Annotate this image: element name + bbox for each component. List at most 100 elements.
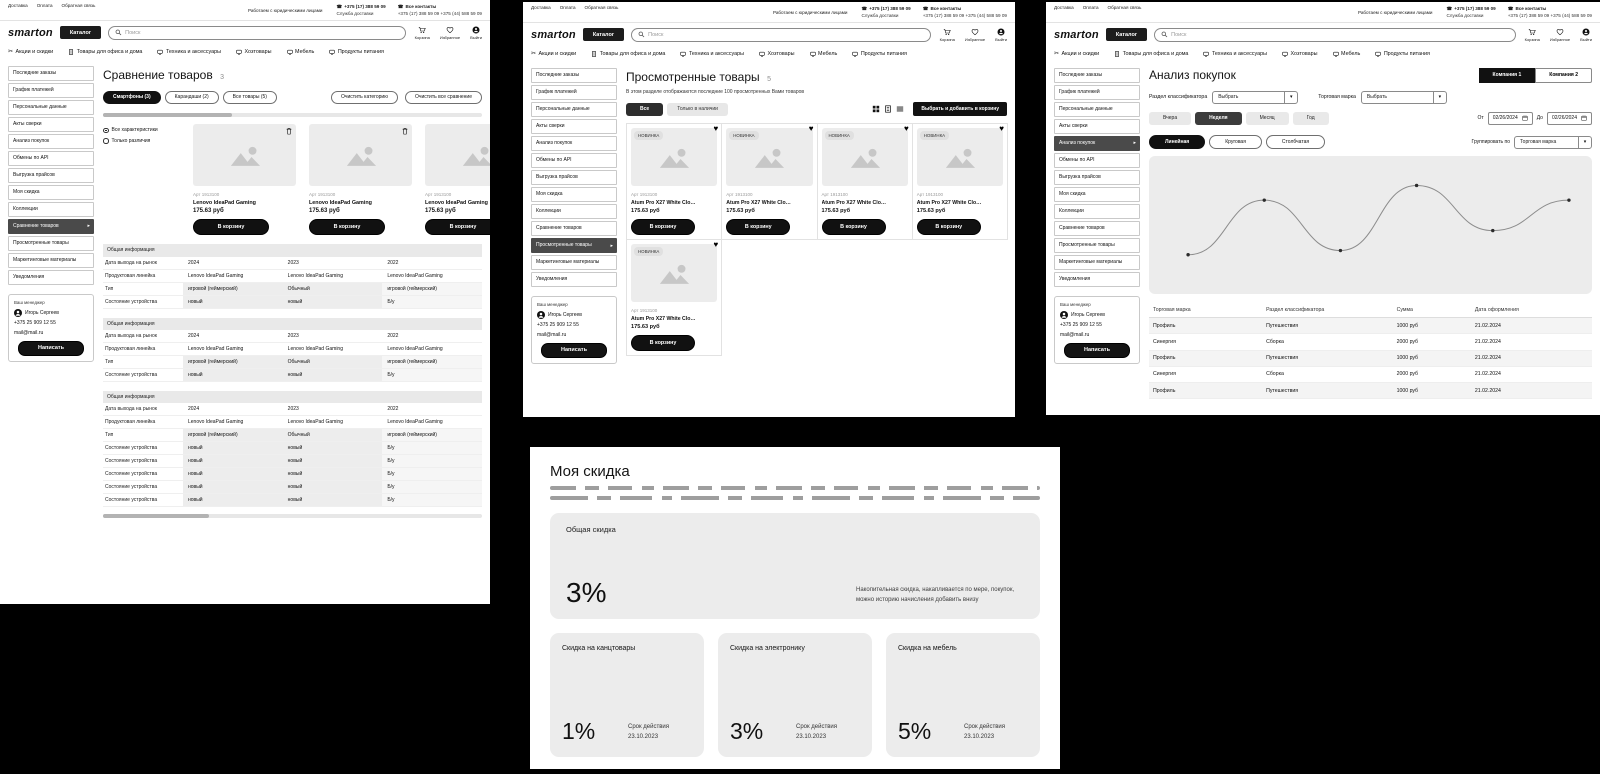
clear-category-button[interactable]: Очистить категорию [331,90,398,105]
product-card[interactable]: НОВИНКА ♥ Арт 1913100 Atum Pro X27 White… [626,239,723,357]
add-to-cart-button[interactable]: В корзину [425,219,490,236]
utility-link[interactable]: Доставка [531,5,551,10]
logo[interactable]: smarton [531,28,576,41]
cart-action[interactable]: Корзина [1525,28,1540,42]
favorite-heart-icon[interactable]: ♥ [713,124,719,134]
nav-item-household[interactable]: Хозтовары [236,49,272,55]
sidebar-item[interactable]: Выгрузка прайсов [8,167,94,183]
search-box[interactable] [631,27,931,42]
utility-link[interactable]: Оплата [1082,5,1099,10]
sidebar-item[interactable]: Просмотренные товары [1054,238,1140,254]
doc-view-icon[interactable] [884,105,892,113]
grid-view-icon[interactable] [872,105,880,113]
product-card[interactable]: НОВИНКА ♥ Арт 1913100 Atum Pro X27 White… [721,123,818,241]
period-tab[interactable]: Вчера [1149,111,1192,126]
sidebar-item[interactable]: Выгрузка прайсов [1054,169,1140,185]
period-tab[interactable]: Месяц [1245,111,1289,126]
add-to-cart-button[interactable]: В корзину [821,219,886,236]
nav-item-household[interactable]: Хозтовары [1282,51,1318,57]
favorite-heart-icon[interactable]: ♥ [713,240,719,250]
add-to-cart-button[interactable]: В корзину [193,219,269,236]
scrollbar-thumb[interactable] [103,514,210,519]
logout-action[interactable]: Выйти [470,26,482,40]
trash-icon[interactable] [286,127,292,135]
sidebar-item[interactable]: Акты сверки [8,116,94,132]
sidebar-item[interactable]: Моя скидка [1054,186,1140,202]
sidebar-item[interactable]: Обмены по API [8,150,94,166]
nav-item-office-home[interactable]: Товары для офиса и дома [68,49,142,55]
search-input[interactable] [648,31,924,38]
utility-link[interactable]: Обратная связь [1107,5,1142,10]
logo[interactable]: smarton [8,26,53,39]
sidebar-item[interactable]: Уведомления [1054,272,1140,288]
search-box[interactable] [1154,27,1516,42]
sidebar-item[interactable]: Сравнение товаров [8,218,94,234]
sidebar-item[interactable]: Сравнение товаров [531,220,617,236]
sidebar-item[interactable]: Моя скидка [531,186,617,202]
nav-item-promos[interactable]: ✂ Акции и скидки [8,49,53,55]
nav-item-promos[interactable]: ✂ Акции и скидки [531,51,576,57]
utility-link[interactable]: Доставка [8,3,28,8]
sidebar-item[interactable]: Обмены по API [531,152,617,168]
catalog-button[interactable]: Каталог [59,26,102,40]
logout-action[interactable]: Выйти [995,28,1007,42]
period-tab[interactable]: Неделя [1195,111,1242,126]
company-tab[interactable]: Компания 1 [1478,67,1536,83]
chart-type-tab[interactable]: Линейная [1149,135,1206,150]
sidebar-item[interactable]: Моя скидка [8,184,94,200]
favorites-action[interactable]: Избранное [440,26,460,40]
date-from-input[interactable]: 02/26/2024 [1487,111,1533,125]
group-by-select[interactable]: Торговая марка ▾ [1514,135,1592,149]
sidebar-item[interactable]: Обмены по API [1054,152,1140,168]
search-input[interactable] [1171,31,1509,38]
sidebar-item[interactable]: График платежей [8,82,94,98]
favorite-heart-icon[interactable]: ♥ [904,124,909,134]
filter-in-stock-button[interactable]: Только в наличии [667,102,728,116]
write-button[interactable]: Написать [540,342,608,358]
sidebar-item[interactable]: График платежей [531,84,617,100]
sidebar-item[interactable]: Просмотренные товары [531,238,617,254]
sidebar-item[interactable]: Коллекции [8,201,94,217]
logout-action[interactable]: Выйти [1580,28,1592,42]
cart-action[interactable]: Корзина [940,28,955,42]
utility-link[interactable]: Обратная связь [61,3,96,8]
add-to-cart-button[interactable]: В корзину [309,219,385,236]
sidebar-item[interactable]: Последние заказы [531,67,617,83]
write-button[interactable]: Написать [17,340,85,356]
nav-item-food[interactable]: Продукты питания [1375,51,1430,57]
utility-link[interactable]: Обратная связь [584,5,619,10]
product-card[interactable]: НОВИНКА ♥ Арт 1913100 Atum Pro X27 White… [626,123,723,241]
sidebar-item[interactable]: Персональные данные [8,99,94,115]
nav-item-tech[interactable]: Техника и аксессуары [1203,51,1267,57]
sidebar-item[interactable]: Последние заказы [8,65,94,81]
category-tab[interactable]: Карандаши (2) [164,90,219,105]
favorite-heart-icon[interactable]: ♥ [999,124,1004,134]
radio-all-characteristics[interactable]: Все характеристики [103,127,183,133]
write-button[interactable]: Написать [1063,342,1131,358]
chart-type-tab[interactable]: Столбчатая [1265,135,1326,150]
clear-all-button[interactable]: Очистить все сравнение [404,90,482,105]
catalog-button[interactable]: Каталог [582,28,625,42]
date-to-input[interactable]: 02/26/2024 [1546,111,1592,125]
nav-item-office-home[interactable]: Товары для офиса и дома [1114,51,1188,57]
nav-item-furniture[interactable]: Мебель [809,51,837,57]
sidebar-item[interactable]: Анализ покупок [1054,135,1140,151]
scrollbar-thumb[interactable] [103,113,232,118]
nav-item-furniture[interactable]: Мебель [286,49,314,55]
category-tab[interactable]: Смартфоны (3) [103,90,161,105]
sidebar-item[interactable]: Анализ покупок [531,135,617,151]
sidebar-item[interactable]: График платежей [1054,84,1140,100]
filter-all-button[interactable]: Все [626,102,664,116]
sidebar-item[interactable]: Персональные данные [531,101,617,117]
nav-item-food[interactable]: Продукты питания [329,49,384,55]
sidebar-item[interactable]: Коллекции [1054,203,1140,219]
product-card[interactable]: НОВИНКА ♥ Арт 1913100 Atum Pro X27 White… [911,123,1008,241]
add-to-cart-button[interactable]: В корзину [631,219,695,236]
brand-select[interactable]: Выбрать ▾ [1360,90,1447,104]
nav-item-tech[interactable]: Техника и аксессуары [680,51,744,57]
add-to-cart-button[interactable]: В корзину [726,219,791,236]
logo[interactable]: smarton [1054,28,1099,41]
utility-link[interactable]: Оплата [559,5,576,10]
favorites-action[interactable]: Избранное [965,28,985,42]
add-to-cart-button[interactable]: В корзину [916,219,981,236]
